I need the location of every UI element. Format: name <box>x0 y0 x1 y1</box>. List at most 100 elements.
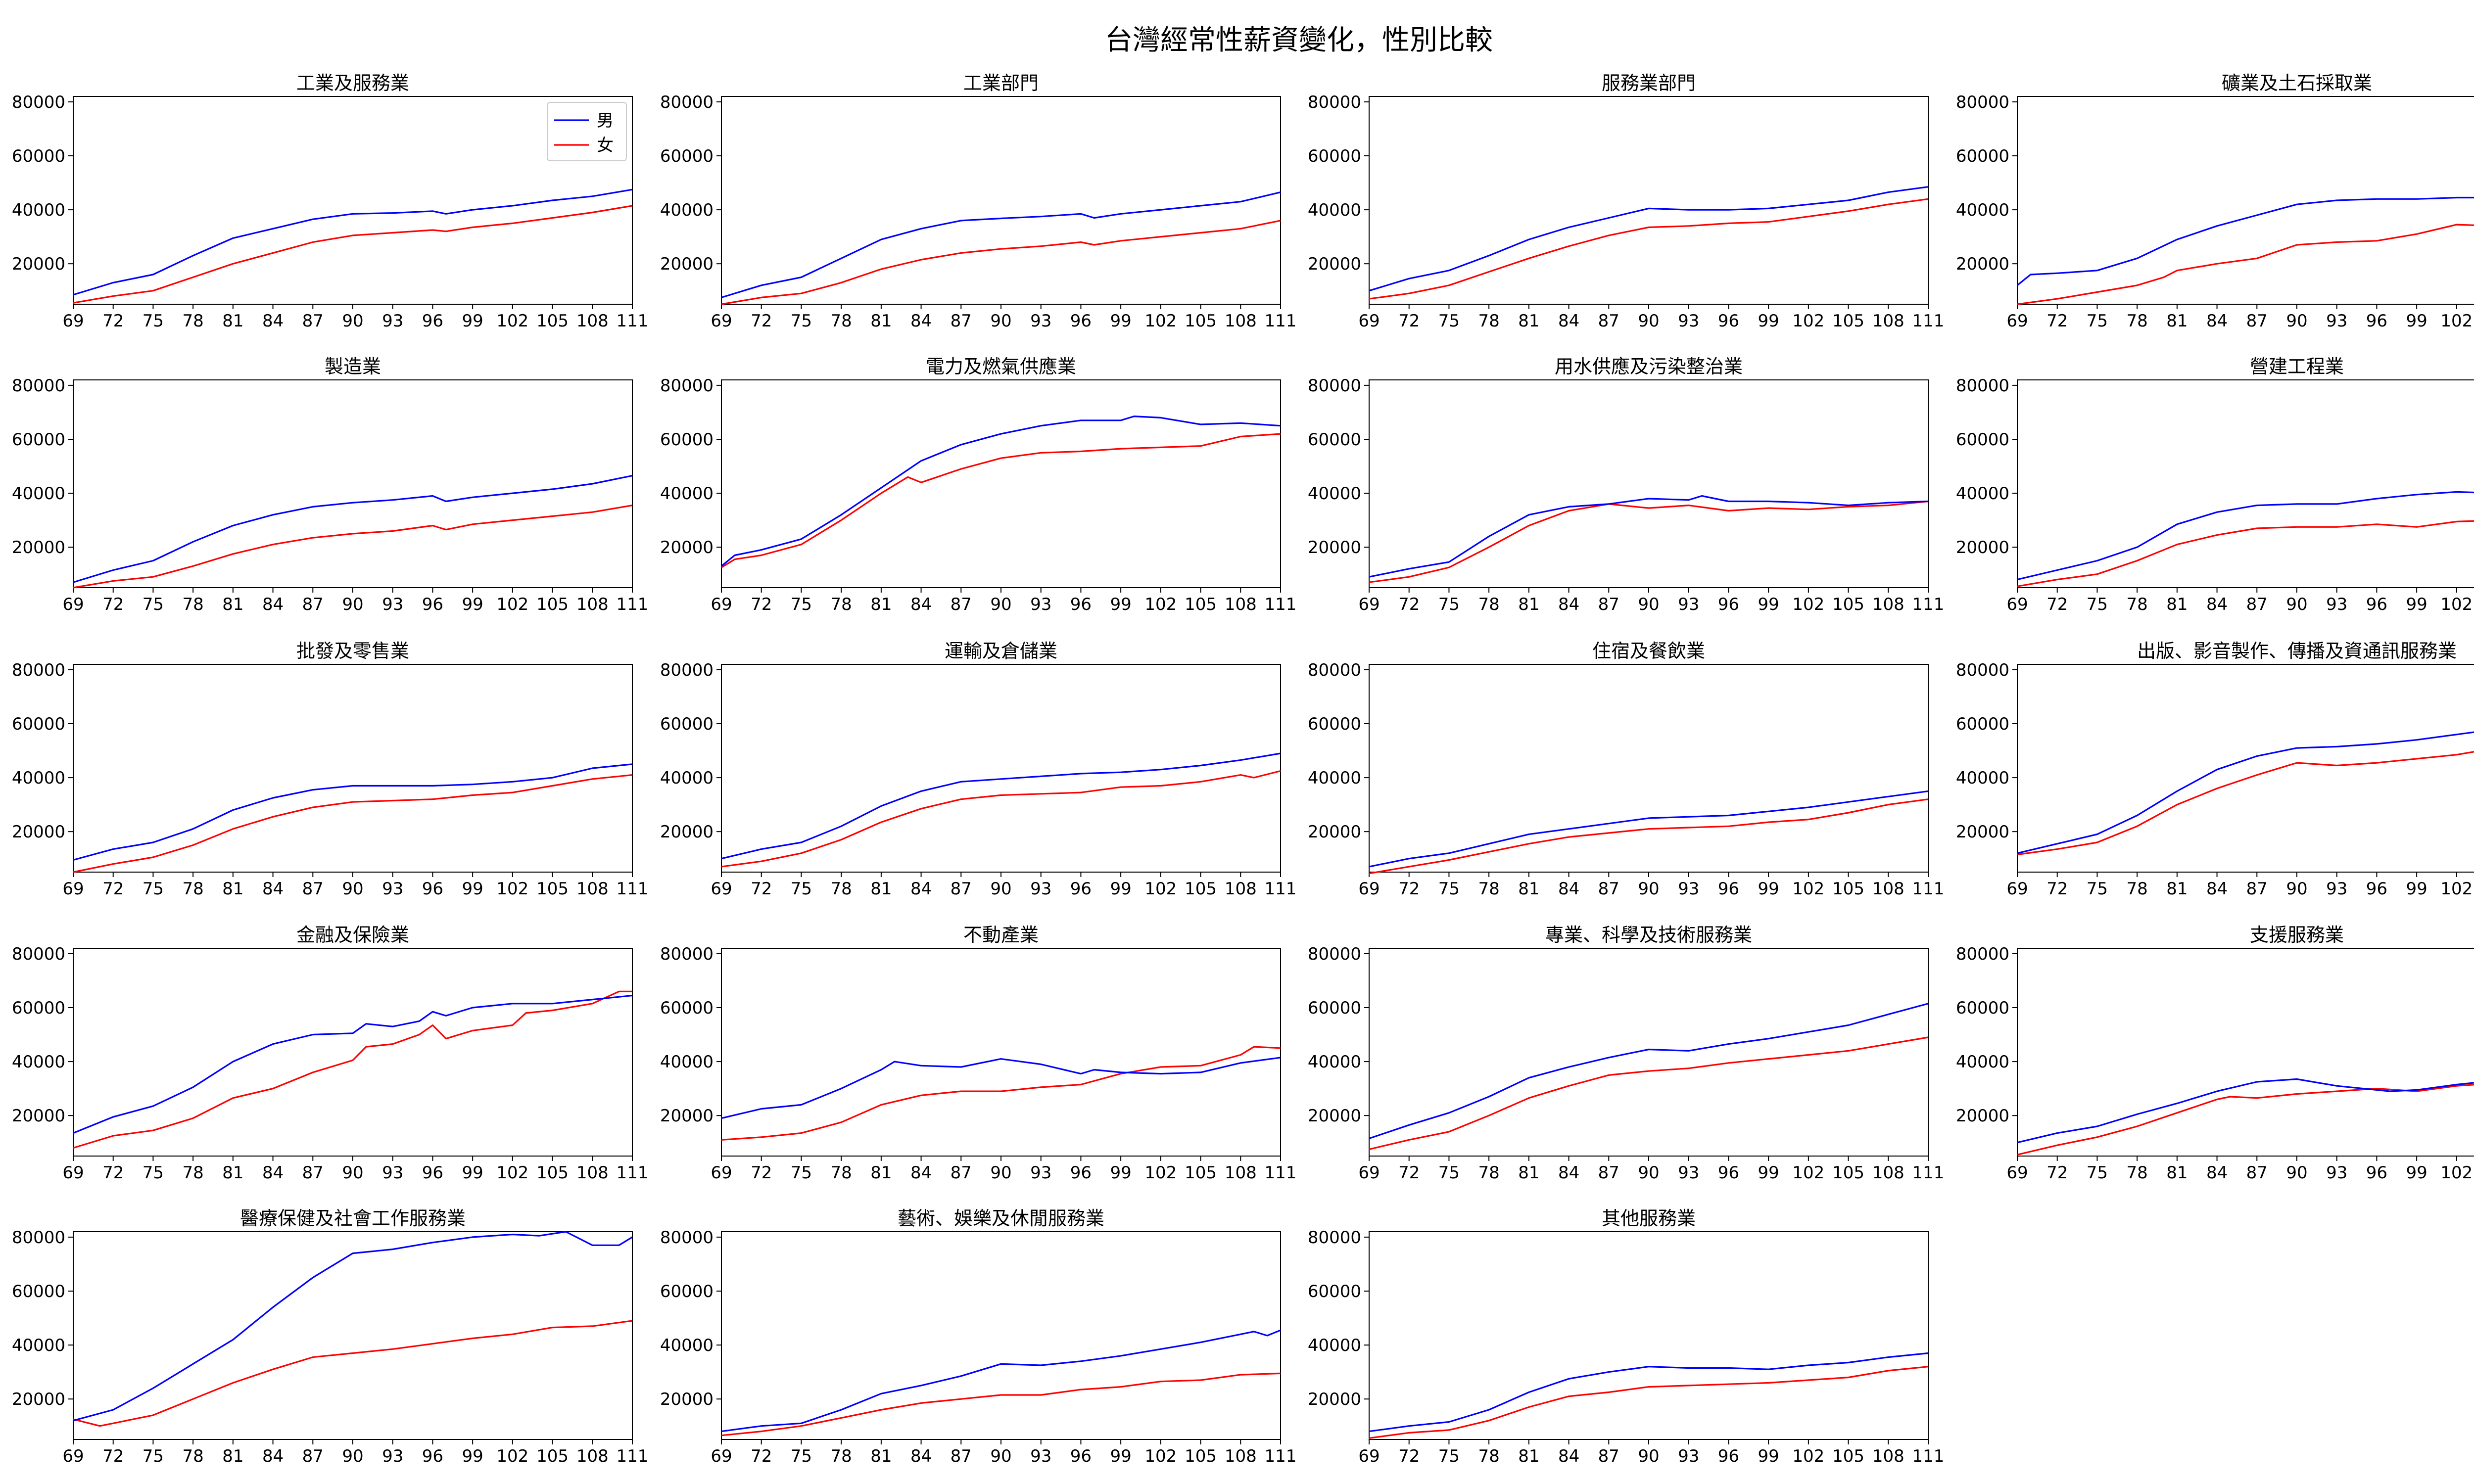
x-tick-label: 75 <box>791 595 812 614</box>
male-series-line <box>73 994 633 1134</box>
x-tick-label: 102 <box>496 311 528 331</box>
panel-title: 其他服務業 <box>1602 1207 1696 1229</box>
x-tick-label: 69 <box>711 311 732 331</box>
x-tick-label: 96 <box>422 595 443 614</box>
x-tick-label: 108 <box>1225 879 1257 899</box>
female-series-line <box>721 770 1281 868</box>
x-tick-label: 105 <box>536 311 569 331</box>
x-tick-label: 72 <box>2046 879 2068 899</box>
x-tick-label: 72 <box>1398 1446 1420 1466</box>
plot-frame <box>73 379 633 588</box>
x-tick-label: 99 <box>1758 595 1779 614</box>
x-tick-label: 72 <box>751 1446 772 1466</box>
x-tick-label: 69 <box>62 595 84 614</box>
x-tick-label: 84 <box>1558 311 1579 331</box>
y-tick-label: 40000 <box>12 768 65 788</box>
panel-title: 用水供應及污染整治業 <box>1555 356 1743 377</box>
male-series-line <box>1369 1003 1929 1140</box>
panel-9: 批發及零售業 69 72 75 78 81 84 87 90 93 96 99 102 105 108 111… <box>12 640 649 899</box>
x-tick-label: 96 <box>2366 595 2387 614</box>
x-tick-label: 84 <box>910 879 932 899</box>
legend-box <box>547 102 627 161</box>
x-tick-label: 90 <box>2286 311 2307 331</box>
x-tick-label: 87 <box>1598 1163 1619 1183</box>
y-tick-label: 60000 <box>1308 998 1361 1018</box>
x-tick-label: 108 <box>576 879 609 899</box>
x-tick-label: 81 <box>222 595 243 614</box>
x-tick-label: 75 <box>2087 311 2108 331</box>
panel-title: 藝術、娛樂及休閒服務業 <box>898 1207 1104 1229</box>
x-tick-label: 84 <box>910 1163 932 1183</box>
x-tick-label: 90 <box>342 1163 363 1183</box>
x-tick-label: 93 <box>382 1163 403 1183</box>
x-tick-label: 93 <box>1030 1446 1051 1466</box>
plot-frame <box>1369 664 1929 873</box>
y-tick-label: 40000 <box>1956 768 2009 788</box>
x-tick-label: 111 <box>1265 1446 1297 1466</box>
y-tick-label: 60000 <box>12 714 65 734</box>
x-tick-label: 90 <box>990 311 1011 331</box>
x-tick-label: 93 <box>1030 595 1051 614</box>
y-tick-label: 60000 <box>660 998 714 1018</box>
y-tick-label: 80000 <box>12 660 65 680</box>
x-tick-label: 90 <box>2286 595 2307 614</box>
panel-title: 工業及服務業 <box>296 72 409 94</box>
x-tick-label: 90 <box>1638 1446 1659 1466</box>
x-tick-label: 72 <box>102 595 124 614</box>
y-tick-label: 40000 <box>12 484 65 504</box>
x-tick-label: 96 <box>422 1446 443 1466</box>
x-tick-label: 75 <box>791 879 812 899</box>
plot-frame <box>73 948 633 1157</box>
x-tick-label: 78 <box>183 311 204 331</box>
x-tick-label: 90 <box>342 595 363 614</box>
y-tick-label: 80000 <box>660 1228 714 1248</box>
female-series-line <box>73 205 633 304</box>
x-tick-label: 72 <box>751 1163 772 1183</box>
x-tick-label: 108 <box>1872 1163 1904 1183</box>
x-tick-label: 75 <box>2087 879 2108 899</box>
female-series-line <box>1369 798 1929 875</box>
y-tick-label: 80000 <box>12 376 65 396</box>
x-tick-label: 102 <box>496 879 528 899</box>
y-tick-label: 40000 <box>12 1336 65 1355</box>
x-tick-label: 90 <box>342 311 363 331</box>
x-tick-label: 75 <box>1438 595 1460 614</box>
x-tick-label: 102 <box>1144 1446 1177 1466</box>
y-tick-label: 40000 <box>12 1052 65 1072</box>
x-tick-label: 102 <box>1792 311 1824 331</box>
x-tick-label: 84 <box>262 311 284 331</box>
y-tick-label: 60000 <box>1956 998 2009 1018</box>
y-tick-label: 60000 <box>660 430 714 450</box>
x-tick-label: 102 <box>1792 595 1824 614</box>
x-tick-label: 102 <box>2440 311 2473 331</box>
female-series-line <box>73 1320 633 1427</box>
x-tick-label: 87 <box>951 1163 972 1183</box>
panel-title: 電力及燃氣供應業 <box>926 356 1076 377</box>
y-tick-label: 40000 <box>660 1336 714 1355</box>
y-tick-label: 20000 <box>12 1390 65 1409</box>
male-series-line <box>1369 186 1929 292</box>
male-series-line <box>720 416 1281 567</box>
legend: 男女 <box>547 102 627 161</box>
plot-frame <box>2017 379 2474 588</box>
x-tick-label: 96 <box>422 311 443 331</box>
x-tick-label: 84 <box>910 1446 932 1466</box>
y-tick-label: 80000 <box>1956 93 2009 112</box>
x-tick-label: 111 <box>617 311 649 331</box>
panel-17: 醫療保健及社會工作服務業 69 72 75 78 81 84 87 90 93 96 99 102 105… <box>12 1207 649 1466</box>
x-tick-label: 78 <box>831 879 852 899</box>
x-tick-label: 69 <box>62 1163 84 1183</box>
y-tick-label: 40000 <box>1308 484 1361 504</box>
x-tick-label: 72 <box>751 311 772 331</box>
x-tick-label: 105 <box>1832 879 1864 899</box>
y-tick-label: 20000 <box>1308 538 1361 557</box>
x-tick-label: 84 <box>262 879 284 899</box>
x-tick-label: 87 <box>2246 879 2268 899</box>
x-tick-label: 69 <box>62 879 84 899</box>
x-tick-label: 102 <box>1792 1163 1824 1183</box>
female-series-line <box>721 1046 1281 1141</box>
x-tick-label: 78 <box>2127 311 2148 331</box>
x-tick-label: 69 <box>711 1446 732 1466</box>
y-tick-label: 80000 <box>1308 944 1361 964</box>
x-tick-label: 78 <box>1478 311 1500 331</box>
